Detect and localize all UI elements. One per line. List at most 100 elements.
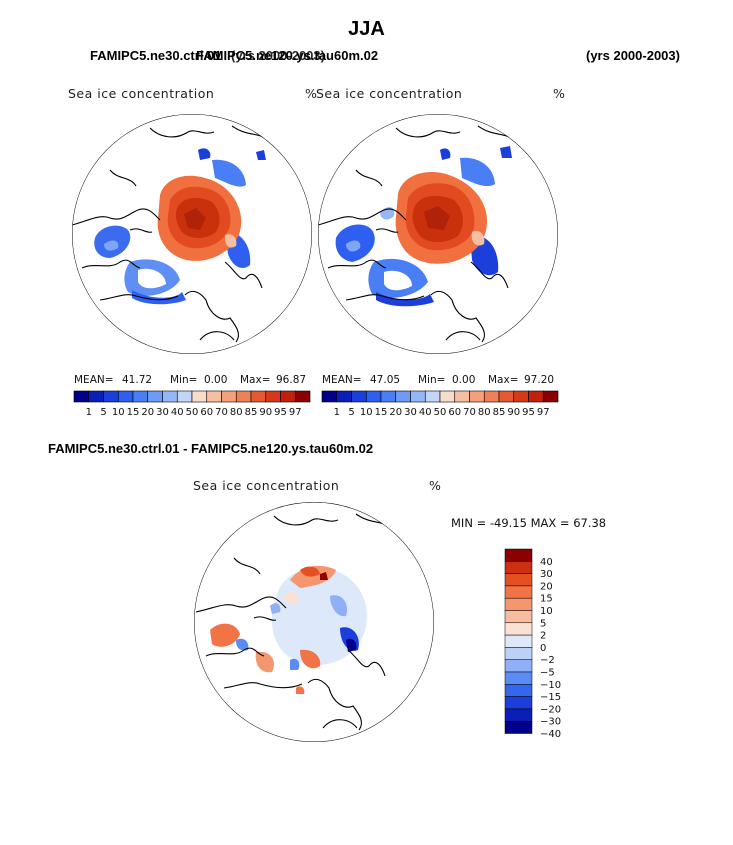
right-colorbar-swatch [542,390,559,403]
diff-colorbar-swatch [504,561,533,574]
left-colorbar-tick-label: 15 [127,407,140,418]
left-colorbar: 1 5 10 15 20 30 40 50 60 70 80 85 90 95 97 [73,390,311,418]
diff-colorbar-tick-label: −15 [540,692,561,703]
left-colorbar-swatch [117,390,134,403]
right-colorbar-swatch [351,390,367,403]
diff-colorbar-tick-label: 2 [540,631,546,642]
diff-colorbar-swatch [504,720,533,734]
left-panel-title: Sea ice concentration [68,86,215,101]
difference-polar-map [194,502,434,742]
diff-colorbar-swatch [504,684,533,697]
left-max-value: 96.87 [276,374,307,386]
left-colorbar-swatch [294,390,311,403]
diff-colorbar-tick-label: −10 [540,680,561,691]
right-colorbar: 1 5 10 15 20 30 40 50 60 70 80 85 90 95 97 [321,390,559,418]
left-colorbar-tick-label: 20 [141,407,154,418]
left-colorbar-swatch [280,390,296,403]
diff-colorbar-tick-label: 5 [540,618,546,629]
right-colorbar-swatch [365,390,382,403]
diff-colorbar-swatch [504,585,533,599]
diff-colorbar-tick-label: 10 [540,606,553,617]
diff-colorbar-swatch [504,647,533,660]
left-colorbar-swatch [88,390,104,403]
diff-colorbar-swatch [504,548,533,562]
right-colorbar-swatch [424,390,441,403]
right-colorbar-tick-label: 90 [507,407,520,418]
header-case-b: FAMIPC5.ne120.ys.tau60m.02 [196,48,379,63]
diff-colorbar-tick-label: 40 [540,557,553,568]
right-colorbar-swatch [410,390,426,403]
left-colorbar-tick-label: 50 [186,407,199,418]
right-colorbar-tick-label: 15 [375,407,388,418]
diff-colorbar-tick-label: −5 [540,668,555,679]
left-colorbar-swatch [132,390,149,403]
left-panel-units: % [305,86,318,101]
left-mean-value: 41.72 [122,374,153,386]
diff-colorbar-swatch [504,573,533,587]
right-colorbar-swatch [513,390,529,403]
left-colorbar-swatch [250,390,267,403]
right-colorbar-swatch [483,390,500,403]
left-polar-map [72,114,312,354]
diff-colorbar-swatch [504,610,533,624]
left-min-value: 0.00 [204,374,228,386]
left-colorbar-tick-label: 97 [289,407,302,418]
header-years-a: (yrs 2000-2003) [231,48,325,63]
right-colorbar-swatch [498,390,515,403]
left-colorbar-tick-label: 60 [200,407,213,418]
right-colorbar-swatch [380,390,397,403]
header-case-a: FAMIPC5.ne30.ctrl.01 [90,48,222,63]
right-colorbar-swatch [528,390,544,403]
right-mean-label: MEAN= [322,374,362,386]
left-colorbar-swatch [191,390,208,403]
right-colorbar-swatch [469,390,485,403]
right-colorbar-tick-label: 1 [334,407,340,418]
right-max-value: 97.20 [524,374,555,386]
left-colorbar-tick-label: 40 [171,407,184,418]
left-colorbar-swatch [73,390,90,403]
diff-colorbar-swatch [504,659,533,673]
diff-colorbar-swatch [504,622,533,636]
diff-colorbar-tick-label: 0 [540,643,546,654]
right-colorbar-tick-label: 50 [434,407,447,418]
right-colorbar-swatch [439,390,456,403]
diff-colorbar-swatch [504,597,533,611]
left-colorbar-swatch [147,390,163,403]
right-polar-map [318,114,558,354]
right-colorbar-swatch [336,390,352,403]
header-years-b: (yrs 2000-2003) [586,48,680,63]
left-colorbar-swatch [103,390,119,403]
diff-colorbar-tick-label: −30 [540,717,561,728]
right-colorbar-tick-label: 85 [493,407,506,418]
left-colorbar-swatch [235,390,252,403]
right-mean-value: 47.05 [370,374,401,386]
right-colorbar-tick-label: 95 [522,407,535,418]
left-colorbar-tick-label: 10 [112,407,125,418]
right-min-label: Min= [418,374,446,386]
left-max-label: Max= [240,374,271,386]
right-colorbar-tick-label: 80 [478,407,491,418]
right-colorbar-tick-label: 20 [389,407,402,418]
left-colorbar-tick-label: 90 [259,407,272,418]
right-max-label: Max= [488,374,519,386]
diff-colorbar-tick-label: 20 [540,581,553,592]
season-title: JJA [348,18,385,40]
right-min-value: 0.00 [452,374,476,386]
left-colorbar-tick-label: 95 [274,407,287,418]
right-colorbar-tick-label: 5 [348,407,354,418]
left-colorbar-tick-label: 85 [245,407,258,418]
left-colorbar-tick-label: 70 [215,407,228,418]
left-colorbar-swatch [265,390,281,403]
right-colorbar-tick-label: 60 [448,407,461,418]
left-mean-label: MEAN= [74,374,114,386]
left-colorbar-tick-label: 30 [156,407,169,418]
right-colorbar-tick-label: 70 [463,407,476,418]
diff-colorbar-tick-label: −40 [540,729,561,740]
diff-colorbar-tick-label: 15 [540,594,553,605]
diff-minmax: MIN = -49.15 MAX = 67.38 [451,516,607,530]
left-colorbar-swatch [162,390,178,403]
right-colorbar-tick-label: 97 [537,407,550,418]
right-colorbar-swatch [454,390,470,403]
